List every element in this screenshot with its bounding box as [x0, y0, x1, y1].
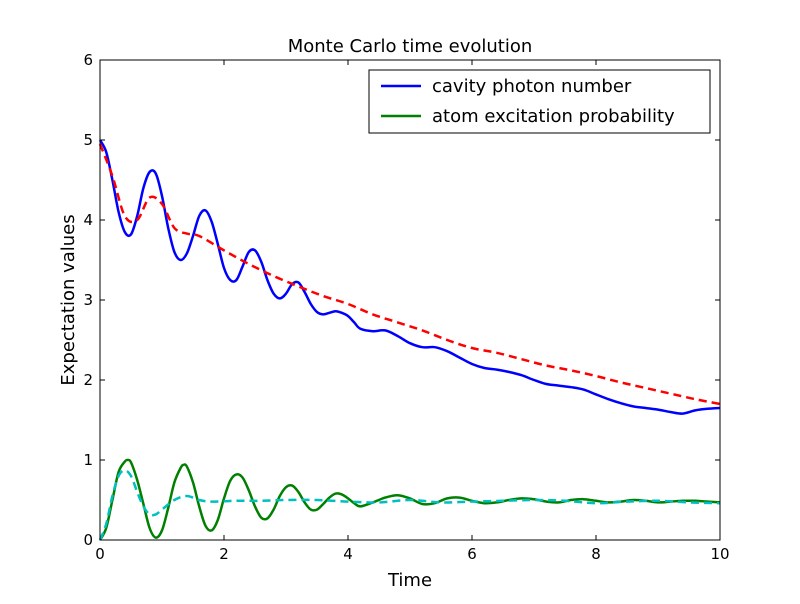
- chart-title: Monte Carlo time evolution: [288, 36, 533, 57]
- tick-layer: 0 2 4 6 8 10 0 1 2 3 4 5 6: [83, 51, 729, 563]
- plot-background: [100, 60, 720, 540]
- legend-box: [368, 69, 711, 134]
- series-line-cavity-photon-number: [98, 139, 721, 415]
- legend-label-cavity-photon-number: cavity photon number: [432, 76, 632, 97]
- x-axis-label: Time: [387, 570, 432, 591]
- x-tick-label: 0: [95, 545, 105, 563]
- y-tick-label: 4: [83, 211, 93, 229]
- x-tick-label: 4: [343, 545, 353, 563]
- y-tick-label: 3: [83, 291, 93, 309]
- series-layer: [98, 139, 721, 541]
- series-line-cyan-dashed: [98, 469, 721, 541]
- legend: cavity photon number atom excitation pro…: [368, 69, 711, 134]
- y-tick-label: 1: [83, 451, 93, 469]
- y-tick-label: 6: [83, 51, 93, 69]
- y-tick-label: 2: [83, 371, 93, 389]
- x-tick-label: 10: [710, 545, 729, 563]
- y-tick-label: 0: [83, 531, 93, 549]
- legend-label-atom-excitation-probability: atom excitation probability: [432, 106, 675, 127]
- y-axis-label: Expectation values: [58, 214, 79, 385]
- series-line-atom-excitation-probability: [98, 458, 721, 541]
- series-line-red-dashed: [98, 143, 721, 406]
- y-tick-label: 5: [83, 131, 93, 149]
- x-tick-label: 2: [219, 545, 229, 563]
- x-tick-label: 8: [591, 545, 601, 563]
- x-tick-label: 6: [467, 545, 477, 563]
